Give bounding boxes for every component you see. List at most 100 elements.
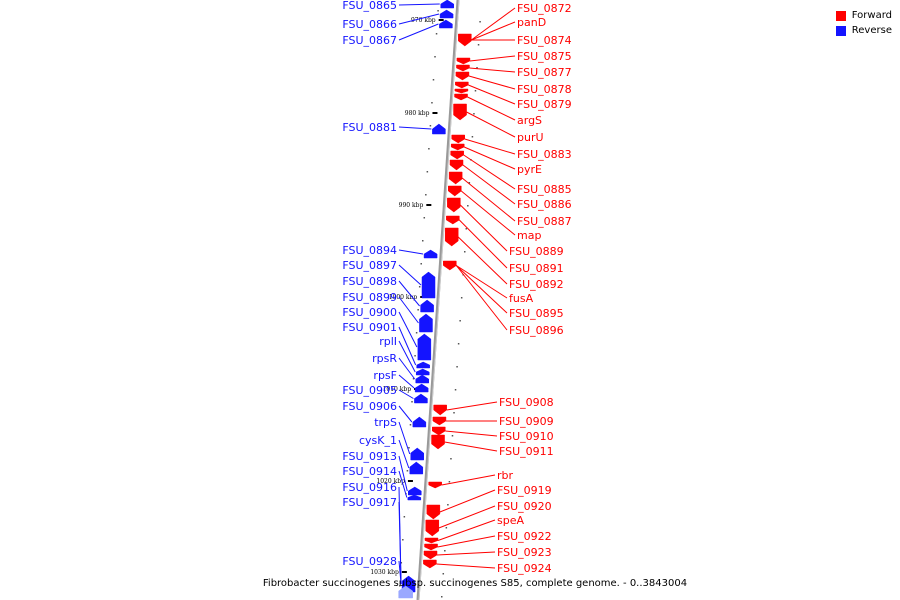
- forward-gene-label: FSU_0879: [517, 98, 572, 111]
- forward-gene-label: FSU_0878: [517, 83, 572, 96]
- forward-gene-leader: [460, 190, 516, 236]
- minor-tick-right: [464, 251, 466, 253]
- forward-gene-label: rbr: [497, 469, 514, 482]
- reverse-swatch: [835, 25, 846, 36]
- reverse-gene-leader: [398, 23, 439, 41]
- reverse-gene-block: [417, 333, 432, 361]
- caption: Fibrobacter succinogenes subsp. succinog…: [262, 578, 688, 589]
- forward-gene-label: FSU_0895: [509, 307, 564, 320]
- forward-gene-label: FSU_0923: [497, 546, 552, 559]
- reverse-gene-label: FSU_0900: [342, 306, 397, 319]
- reverse-gene-block: [408, 486, 422, 496]
- minor-tick-left: [400, 562, 403, 564]
- scale-tick: [407, 480, 413, 482]
- forward-gene-block: [458, 33, 472, 47]
- reverse-gene-label: FSU_0916: [342, 481, 397, 494]
- reverse-gene-leader: [398, 3, 440, 6]
- reverse-gene-block: [410, 447, 424, 461]
- forward-gene-label: pyrE: [517, 163, 542, 176]
- scale-tick-label: 1000 kbp: [389, 294, 418, 301]
- minor-tick-right: [457, 343, 460, 345]
- forward-gene-block: [425, 519, 440, 537]
- reverse-gene-leader: [398, 470, 408, 498]
- legend: Forward Reverse: [835, 8, 892, 38]
- reverse-gene-block: [421, 271, 436, 299]
- minor-tick-right: [477, 44, 480, 46]
- scale-tick-label: 970 kbp: [411, 17, 436, 24]
- reverse-gene-leader: [398, 389, 414, 399]
- forward-gene-label: FSU_0911: [499, 445, 554, 458]
- minor-tick-right: [445, 527, 448, 529]
- forward-gene-label: fusA: [509, 292, 534, 305]
- scale-tick-label: 990 kbp: [399, 202, 424, 209]
- forward-gene-block: [447, 197, 461, 213]
- minor-tick-right: [442, 573, 445, 575]
- minor-tick-left: [437, 10, 439, 12]
- forward-gene-label: FSU_0877: [517, 66, 572, 79]
- forward-gene-leader: [462, 164, 516, 205]
- minor-tick-left: [417, 309, 419, 311]
- forward-gene-block: [426, 504, 441, 520]
- reverse-gene-label: rpsR: [372, 352, 397, 365]
- reverse-gene-leader: [398, 326, 417, 366]
- reverse-gene-block: [419, 313, 433, 333]
- reverse-gene-leader: [398, 421, 411, 455]
- minor-tick-right: [447, 504, 449, 506]
- reverse-gene-block: [414, 393, 428, 404]
- reverse-gene-label: FSU_0905: [342, 384, 397, 397]
- forward-gene-label: argS: [517, 114, 542, 127]
- scale-tick: [438, 19, 444, 21]
- minor-tick-right: [465, 228, 468, 230]
- reverse-gene-leader: [398, 13, 440, 25]
- reverse-gene-leader: [398, 357, 416, 380]
- minor-tick-right: [450, 458, 452, 460]
- minor-tick-left: [429, 125, 432, 127]
- reverse-gene-block: [420, 299, 434, 313]
- forward-gene-leader: [464, 146, 516, 170]
- forward-gene-label: FSU_0883: [517, 148, 572, 161]
- scale-tick: [401, 571, 407, 573]
- reverse-gene-block: [432, 123, 446, 135]
- scale-tick-label: 1030 kbp: [370, 569, 399, 576]
- forward-gene-block: [449, 159, 464, 171]
- forward-gene-leader: [444, 441, 498, 452]
- reverse-gene-block: [416, 361, 430, 369]
- forward-gene-label: FSU_0875: [517, 50, 572, 63]
- forward-gene-label: FSU_0924: [497, 562, 552, 575]
- forward-gene-block: [424, 537, 439, 544]
- forward-gene-block: [448, 171, 463, 185]
- reverse-gene-label: FSU_0901: [342, 321, 397, 334]
- reverse-gene-leader: [398, 249, 424, 255]
- reverse-gene-block: [415, 374, 429, 384]
- forward-gene-leader: [463, 154, 516, 190]
- minor-tick-left: [423, 217, 426, 219]
- forward-gene-leader: [471, 7, 516, 41]
- forward-gene-block: [423, 559, 437, 569]
- forward-gene-block: [428, 481, 442, 489]
- reverse-gene-label: FSU_0913: [342, 450, 397, 463]
- reverse-gene-leader: [398, 126, 432, 130]
- forward-gene-block: [455, 71, 470, 81]
- forward-gene-block: [454, 88, 469, 94]
- legend-forward-label: Forward: [851, 10, 892, 21]
- reverse-gene-label: FSU_0865: [342, 0, 397, 12]
- forward-gene-label: FSU_0885: [517, 183, 572, 196]
- minor-tick-right: [459, 320, 461, 322]
- forward-gene-leader: [439, 489, 496, 513]
- forward-gene-label: panD: [517, 16, 546, 29]
- forward-gene-leader: [466, 111, 516, 138]
- reverse-gene-label: FSU_0897: [342, 259, 397, 272]
- reverse-gene-label: rplI: [379, 335, 397, 348]
- reverse-gene-leader: [398, 311, 418, 348]
- forward-gene-leader: [458, 219, 508, 269]
- forward-gene-leader: [469, 67, 516, 73]
- reverse-gene-block: [398, 585, 413, 599]
- reverse-gene-leader: [398, 405, 413, 423]
- forward-gene-label: FSU_0908: [499, 396, 554, 409]
- minor-tick-right: [473, 113, 475, 115]
- minor-tick-left: [418, 286, 421, 288]
- forward-gene-block: [446, 215, 460, 225]
- minor-tick-left: [432, 79, 435, 81]
